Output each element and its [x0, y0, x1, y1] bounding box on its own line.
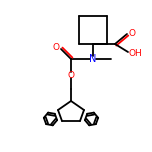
Text: O: O [128, 29, 135, 38]
Text: OH: OH [128, 48, 142, 57]
Text: N: N [89, 54, 97, 64]
Text: O: O [67, 71, 74, 79]
Text: O: O [52, 43, 59, 52]
